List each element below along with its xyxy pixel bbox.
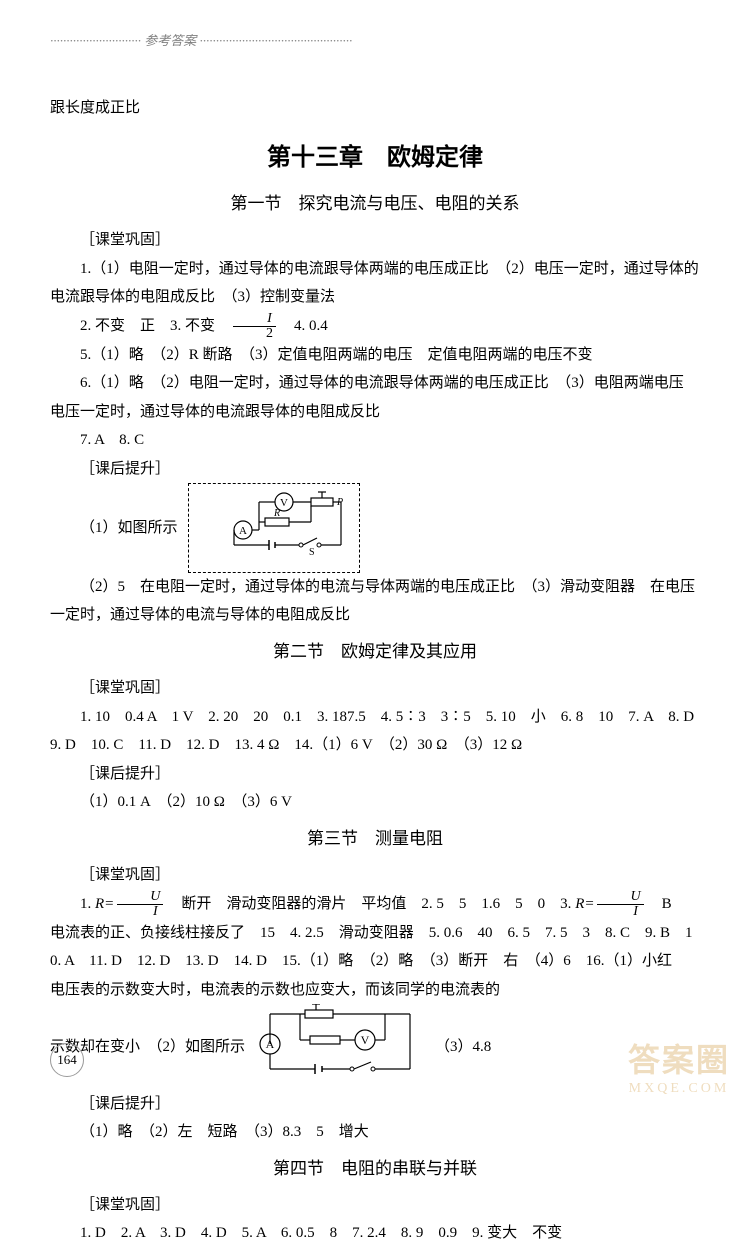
s3-l1b: 断开 滑动变阻器的滑片 平均值 2. 5 5 1.6 5 0 3. — [166, 896, 575, 912]
section2-title: 第二节 欧姆定律及其应用 — [50, 636, 700, 668]
fraction-u-over-i-1: UI — [117, 890, 163, 919]
frac3-prefix: R= — [575, 896, 594, 912]
s3-label2: ［课后提升］ — [50, 1090, 700, 1119]
s1-l2b: 4. 0.4 — [279, 318, 328, 334]
circuit1-svg: V P A R — [229, 490, 349, 555]
s3-l1a: 1. — [80, 896, 95, 912]
header-dots-left: ···························· — [50, 33, 141, 48]
watermark: 答案圈 MXQE.COM — [628, 1035, 730, 1097]
svg-text:V: V — [280, 497, 288, 509]
s1-line7: （2）5 在电阻一定时，通过导体的电流与导体两端的电压成正比 （3）滑动变阻器 … — [50, 573, 700, 630]
svg-text:R: R — [272, 508, 279, 519]
frac3-top: U — [597, 890, 643, 905]
frac2-top: U — [117, 890, 163, 905]
s2-label2: ［课后提升］ — [50, 760, 700, 789]
page-content: 跟长度成正比 第十三章 欧姆定律 第一节 探究电流与电压、电阻的关系 ［课堂巩固… — [50, 94, 700, 1248]
header-dots-right: ········································… — [200, 33, 353, 48]
svg-text:V: V — [361, 1033, 370, 1047]
frac1-top: I — [233, 312, 276, 327]
section4-title: 第四节 电阻的串联与并联 — [50, 1153, 700, 1185]
section1-title: 第一节 探究电流与电压、电阻的关系 — [50, 188, 700, 220]
svg-text:S: S — [309, 547, 315, 555]
header-title: 参考答案 — [144, 33, 196, 48]
s1-l6: （1）如图所示 — [50, 514, 178, 543]
frac1-bot: 2 — [233, 327, 276, 341]
page-num-decor: 164 — [50, 1043, 84, 1077]
s1-line6-wrap: （1）如图所示 V P A — [50, 483, 370, 573]
svg-text:A: A — [266, 1037, 275, 1051]
s2-line2: （1）0.1 A （2）10 Ω （3）6 V — [50, 788, 700, 817]
circuit2-svg: A V — [255, 1004, 425, 1079]
fraction-i-over-2: I2 — [233, 312, 276, 341]
s1-line4: 6.（1）略 （2）电阻一定时，通过导体的电流跟导体两端的电压成正比 （3）电阻… — [50, 369, 700, 426]
circuit-diagram-2: A V — [255, 1004, 425, 1090]
svg-text:A: A — [239, 525, 247, 537]
section3-title: 第三节 测量电阻 — [50, 823, 700, 855]
s1-label2: ［课后提升］ — [50, 455, 700, 484]
s1-line5: 7. A 8. C — [50, 426, 700, 455]
s1-line2: 2. 不变 正 3. 不变 I2 4. 0.4 — [50, 312, 700, 341]
page-number: 164 — [50, 1043, 84, 1077]
s1-l2a: 2. 不变 正 3. 不变 — [80, 318, 230, 334]
s1-line3: 5.（1）略 （2）R 断路 （3）定值电阻两端的电压 定值电阻两端的电压不变 — [50, 341, 700, 370]
s2-line1: 1. 10 0.4 A 1 V 2. 20 20 0.1 3. 187.5 4.… — [50, 703, 700, 760]
chapter-title: 第十三章 欧姆定律 — [50, 135, 700, 181]
watermark-main: 答案圈 — [628, 1035, 730, 1081]
page-num-value: 164 — [57, 1052, 77, 1068]
frac2-prefix: R= — [95, 896, 114, 912]
s1-label1: ［课堂巩固］ — [50, 226, 700, 255]
header-area: ···························· 参考答案 ······… — [50, 30, 700, 49]
s3-l2b: （3）4.8 — [435, 1033, 491, 1062]
frac2-bot: I — [117, 905, 163, 919]
s1-line1: 1.（1）电阻一定时，通过导体的电流跟导体两端的电压成正比 （2）电压一定时，通… — [50, 255, 700, 312]
s4-line1: 1. D 2. A 3. D 4. D 5. A 6. 0.5 8 7. 2.4… — [50, 1219, 700, 1248]
frac3-bot: I — [597, 905, 643, 919]
s2-label1: ［课堂巩固］ — [50, 674, 700, 703]
s3-line1: 1. R=UI 断开 滑动变阻器的滑片 平均值 2. 5 5 1.6 5 0 3… — [50, 890, 700, 1005]
watermark-sub: MXQE.COM — [628, 1081, 730, 1097]
circuit-diagram-1: V P A R — [188, 483, 360, 573]
s3-line3: （1）略 （2）左 短路 （3）8.3 5 增大 — [50, 1118, 700, 1147]
s3-line2-wrap: 示数却在变小 （2）如图所示 A — [50, 1004, 491, 1090]
s4-label1: ［课堂巩固］ — [50, 1191, 700, 1220]
top-continuation: 跟长度成正比 — [50, 94, 700, 123]
s3-label1: ［课堂巩固］ — [50, 861, 700, 890]
fraction-u-over-i-2: UI — [597, 890, 643, 919]
